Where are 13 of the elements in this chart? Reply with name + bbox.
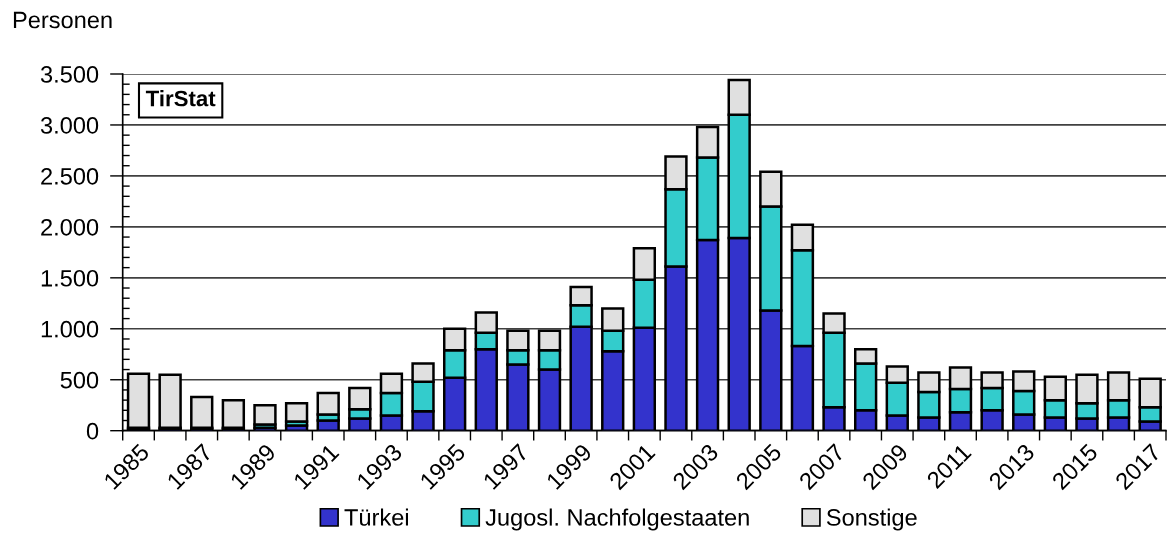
- y-axis-title: Personen: [13, 11, 112, 29]
- y-tick-label: 3.500: [40, 66, 99, 83]
- legend-label: Sonstige: [826, 508, 917, 531]
- y-tick-label: 1.500: [41, 269, 99, 287]
- annotation: TirStat: [145, 90, 216, 107]
- legend-label: Türkei: [344, 508, 408, 526]
- y-tick-label: 3.000: [40, 117, 99, 134]
- legend-label: Jugosl. Nachfolgestaaten: [485, 508, 749, 531]
- y-tick-label: 1.000: [41, 320, 99, 338]
- y-tick-label: 500: [60, 371, 99, 389]
- y-tick-label: 2.500: [41, 167, 99, 185]
- y-tick-label: 2.000: [41, 218, 99, 236]
- y-tick-label: 0: [86, 422, 99, 440]
